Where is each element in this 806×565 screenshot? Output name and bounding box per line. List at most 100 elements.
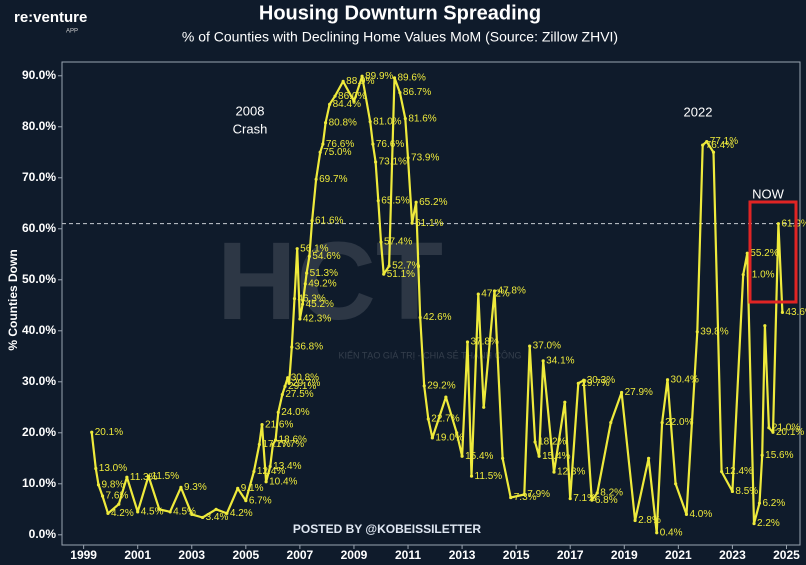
data-point	[368, 120, 372, 124]
x-tick-label: 2011	[395, 548, 421, 562]
data-label: 30.4%	[671, 374, 699, 385]
y-tick-label: 0.0%	[29, 527, 57, 541]
data-label: 22.7%	[431, 414, 459, 425]
data-point	[780, 310, 785, 315]
data-label: 88.9%	[346, 76, 374, 87]
data-point	[482, 405, 486, 409]
x-tick-label: 2019	[611, 548, 638, 562]
x-tick-label: 2025	[773, 548, 800, 562]
data-label: 30.8%	[291, 372, 319, 383]
data-point	[776, 222, 780, 226]
data-label: 13.0%	[99, 463, 127, 474]
data-point	[190, 512, 194, 516]
data-label: 9.8%	[101, 479, 124, 490]
data-point	[300, 302, 305, 306]
data-point	[522, 492, 526, 497]
data-point	[590, 498, 594, 502]
data-label: 76.6%	[376, 139, 404, 150]
data-point	[305, 271, 309, 275]
data-label: 6.8%	[595, 495, 618, 506]
data-label: 4.0%	[689, 509, 712, 520]
data-line	[90, 75, 784, 534]
data-label: 29.7%	[581, 378, 609, 389]
data-label: 57.4%	[384, 237, 412, 248]
x-tick-label: 2001	[124, 548, 151, 562]
data-label: 84.4%	[333, 99, 361, 110]
data-point	[609, 420, 613, 425]
data-point	[125, 475, 129, 479]
data-label: 7.3%	[514, 492, 537, 503]
data-label: 51.1%	[387, 269, 415, 280]
data-label: 11.3%	[130, 472, 158, 483]
data-point	[146, 474, 151, 478]
data-label: 24.0%	[281, 407, 309, 418]
data-point	[430, 436, 434, 440]
y-tick-label: 90.0%	[22, 68, 56, 82]
data-point	[379, 240, 383, 244]
data-point	[410, 221, 414, 225]
data-point	[418, 315, 422, 320]
data-label: 11.5%	[475, 471, 503, 482]
data-point	[595, 491, 599, 495]
data-label: 12.3%	[557, 467, 585, 478]
data-point	[295, 247, 299, 251]
data-label: 27.9%	[625, 387, 653, 398]
plot-frame	[61, 61, 801, 546]
data-label: 61.1%	[415, 218, 443, 229]
data-point	[576, 381, 580, 385]
data-point	[674, 482, 678, 486]
data-point	[341, 79, 345, 83]
data-label: 27.5%	[285, 389, 313, 400]
data-label: 73.9%	[411, 153, 439, 164]
data-label: 89.6%	[398, 72, 426, 83]
data-label: 69.7%	[319, 174, 347, 185]
data-label: 19.0%	[435, 433, 463, 444]
data-point	[90, 430, 94, 434]
data-label: 18.2%	[538, 437, 566, 448]
data-point	[168, 510, 172, 514]
data-label: 76.4%	[706, 140, 734, 151]
y-tick-label: 10.0%	[22, 476, 56, 490]
data-point	[509, 495, 513, 500]
data-point	[757, 501, 762, 505]
data-point	[455, 431, 459, 435]
data-point	[360, 74, 364, 78]
data-label: 37.0%	[533, 341, 561, 352]
data-point	[323, 121, 328, 125]
watermark-logo: HCT	[217, 220, 443, 343]
data-point	[321, 142, 325, 146]
data-point	[387, 264, 391, 268]
data-point	[244, 499, 248, 503]
data-label: 6.7%	[249, 495, 272, 506]
data-label: 7.9%	[527, 489, 550, 500]
data-label: 21.0%	[772, 422, 800, 433]
data-point	[310, 219, 314, 223]
data-point	[541, 359, 545, 363]
data-point	[647, 456, 651, 460]
data-point	[328, 102, 332, 106]
data-label: 52.7%	[392, 261, 420, 272]
data-label: 29.7%	[292, 378, 320, 389]
data-point	[382, 272, 386, 276]
data-point	[373, 160, 378, 164]
data-label: 12.4%	[725, 466, 753, 477]
data-label: 81.6%	[408, 113, 436, 124]
data-label: 21.6%	[265, 419, 293, 430]
data-point	[406, 156, 410, 160]
data-point	[705, 139, 709, 144]
data-label: 47.8%	[498, 286, 526, 297]
x-tick-label: 2009	[341, 548, 368, 562]
data-label: 13.4%	[273, 461, 301, 472]
data-point	[403, 117, 407, 121]
data-label: 7.6%	[106, 491, 129, 502]
data-point	[260, 423, 264, 427]
x-tick-label: 2021	[665, 548, 692, 562]
data-label: 17.7%	[262, 439, 290, 450]
data-label: 9.3%	[184, 482, 207, 493]
data-point	[582, 378, 586, 382]
data-point	[745, 251, 749, 255]
data-point	[371, 142, 375, 146]
data-point	[501, 456, 505, 460]
data-label: 54.6%	[312, 251, 340, 262]
data-point	[422, 384, 426, 388]
